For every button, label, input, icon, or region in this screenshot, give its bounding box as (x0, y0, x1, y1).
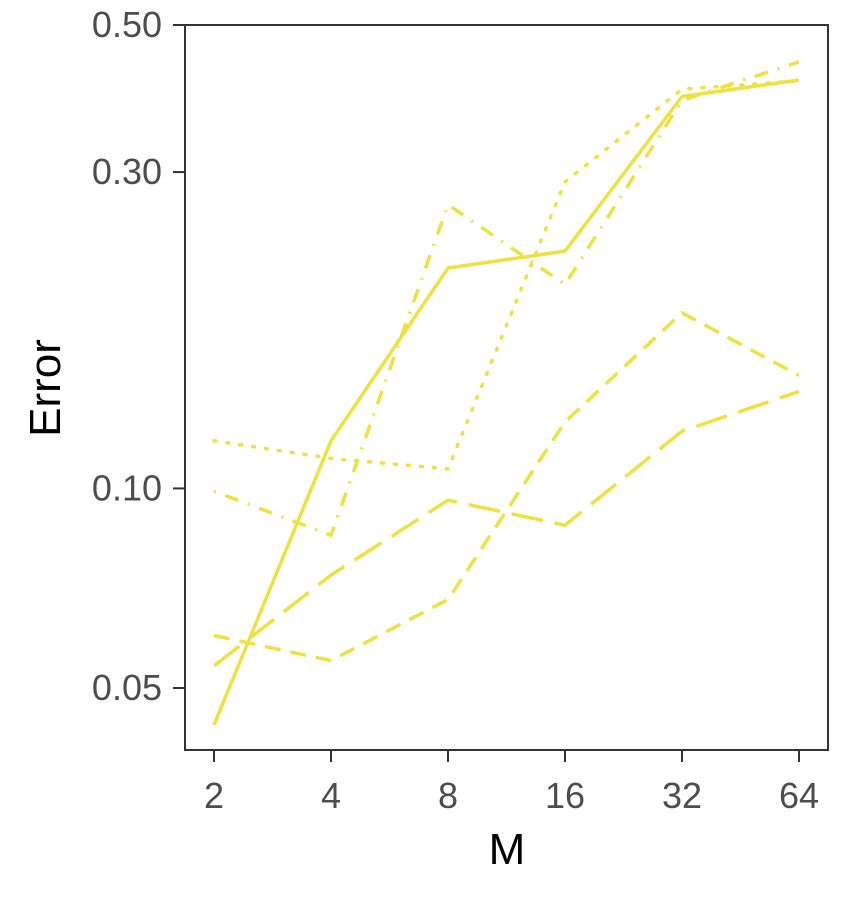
x-axis: 2 4 8 16 32 64 (204, 750, 819, 816)
y-tick-label: 0.30 (92, 151, 162, 192)
series-layer (212, 60, 801, 726)
y-tick-label: 0.05 (92, 667, 162, 708)
x-tick-label: 16 (545, 775, 585, 816)
x-tick-label: 4 (321, 775, 341, 816)
x-tick-label: 64 (779, 775, 819, 816)
y-axis-title: Error (21, 339, 70, 437)
x-tick-label: 8 (438, 775, 458, 816)
x-tick-label: 2 (204, 775, 224, 816)
y-tick-label: 0.10 (92, 467, 162, 508)
x-axis-title: M (489, 825, 526, 874)
x-tick-label: 32 (662, 775, 702, 816)
series-line-longdash (212, 389, 800, 668)
series-line-solid (212, 78, 800, 726)
plot-panel (184, 24, 829, 751)
series-line-dotted (212, 78, 801, 471)
y-tick-label: 0.50 (92, 4, 162, 45)
y-axis: 0.05 0.10 0.30 0.50 (92, 4, 185, 708)
